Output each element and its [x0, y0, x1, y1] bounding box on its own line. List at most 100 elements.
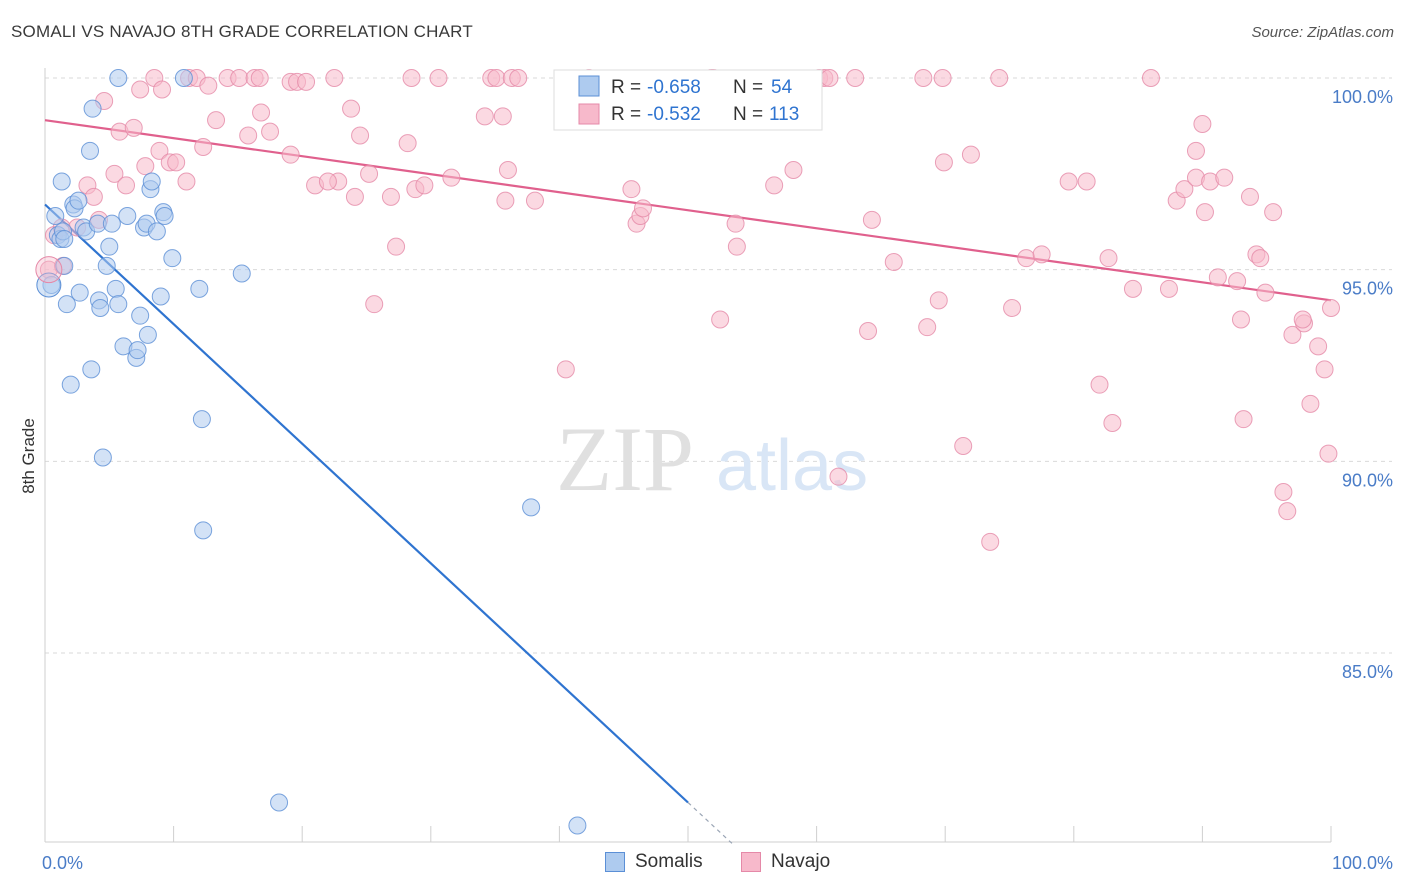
point-somalis: [109, 295, 128, 314]
point-somalis: [109, 69, 128, 87]
point-navajo: [929, 291, 948, 310]
point-navajo: [914, 69, 933, 87]
trend-line-somalis: [44, 203, 689, 804]
point-navajo: [398, 134, 417, 153]
x-tick-label-min: 0.0%: [42, 853, 83, 873]
point-navajo: [131, 80, 150, 99]
point-somalis: [70, 283, 89, 302]
point-navajo: [1319, 444, 1338, 463]
point-navajo: [1175, 180, 1194, 199]
watermark: ZIP atlas: [556, 408, 868, 510]
point-navajo: [1090, 375, 1109, 394]
point-somalis: [97, 256, 116, 275]
legend-r-label-navajo: R =: [611, 104, 641, 125]
point-navajo: [261, 122, 280, 141]
point-navajo: [167, 153, 186, 172]
point-navajo: [1322, 299, 1340, 317]
point-navajo: [117, 176, 136, 195]
watermark-zip: ZIP: [556, 408, 694, 510]
point-navajo: [496, 191, 515, 210]
legend-n-label-navajo: N =: [733, 104, 763, 125]
point-somalis: [69, 191, 88, 210]
point-navajo: [297, 72, 316, 91]
point-navajo: [765, 176, 784, 195]
point-navajo: [281, 145, 300, 164]
legend-r-label-somalis: R =: [611, 77, 641, 98]
point-navajo: [252, 103, 271, 122]
point-somalis: [138, 325, 157, 344]
point-navajo: [150, 141, 169, 160]
point-navajo: [194, 138, 213, 156]
point-navajo: [1274, 483, 1293, 501]
point-navajo: [124, 118, 143, 137]
point-navajo: [429, 69, 448, 87]
point-navajo: [1228, 272, 1247, 291]
point-somalis: [190, 279, 209, 298]
legend-swatch-somalis: [578, 75, 600, 97]
point-somalis: [61, 375, 80, 394]
point-navajo: [727, 237, 746, 256]
point-navajo: [250, 69, 269, 87]
point-somalis: [192, 410, 211, 429]
point-somalis: [194, 521, 213, 540]
point-navajo: [402, 69, 421, 87]
chart-title: SOMALI VS NAVAJO 8TH GRADE CORRELATION C…: [11, 22, 473, 41]
legend-swatch-navajo: [578, 103, 600, 125]
point-navajo: [820, 69, 839, 87]
point-somalis: [174, 69, 193, 87]
legend-swatch-somalis: [605, 852, 625, 872]
point-navajo: [954, 437, 973, 455]
point-navajo: [1283, 325, 1302, 344]
point-navajo: [442, 168, 461, 187]
point-navajo: [1315, 360, 1334, 379]
legend-n-label-somalis: N =: [733, 77, 763, 98]
point-navajo: [1309, 337, 1328, 356]
gridlines: [45, 77, 1392, 654]
legend-item-somalis[interactable]: Somalis: [605, 851, 703, 873]
y-tick-label: 85.0%: [1342, 662, 1393, 682]
point-navajo: [846, 69, 865, 87]
point-navajo: [884, 253, 903, 271]
point-navajo: [153, 80, 172, 99]
point-navajo: [961, 145, 980, 164]
point-somalis: [36, 272, 62, 298]
point-somalis: [163, 249, 182, 268]
legend-swatch-navajo: [741, 852, 761, 872]
point-navajo: [1059, 172, 1078, 191]
point-navajo: [990, 69, 1009, 87]
point-navajo: [199, 76, 218, 95]
point-navajo: [230, 69, 249, 87]
point-navajo: [177, 172, 196, 191]
point-navajo: [726, 214, 745, 233]
point-navajo: [1208, 268, 1227, 287]
point-somalis: [131, 306, 150, 325]
point-somalis: [81, 141, 100, 160]
point-somalis: [568, 816, 587, 835]
point-navajo: [475, 107, 494, 126]
point-somalis: [91, 299, 110, 317]
legend-n-value-navajo: 113: [769, 104, 799, 125]
point-navajo: [933, 69, 952, 87]
legend-item-navajo[interactable]: Navajo: [741, 851, 830, 873]
point-navajo: [1003, 299, 1022, 317]
point-navajo: [1032, 245, 1051, 264]
point-navajo: [1186, 141, 1205, 160]
point-somalis: [52, 172, 71, 191]
point-somalis: [151, 287, 170, 306]
point-navajo: [1123, 279, 1142, 298]
point-navajo: [487, 69, 506, 87]
source-label: Source: ZipAtlas.com: [1251, 24, 1394, 41]
point-navajo: [1256, 283, 1275, 302]
point-navajo: [136, 157, 155, 176]
point-navajo: [1278, 502, 1297, 521]
point-navajo: [918, 318, 937, 337]
point-navajo: [859, 322, 878, 340]
point-navajo: [1293, 310, 1312, 329]
point-navajo: [711, 310, 730, 329]
point-navajo: [1159, 279, 1178, 298]
point-navajo: [35, 256, 63, 284]
legend-label-somalis: Somalis: [635, 851, 703, 872]
y-tick-label: 100.0%: [1332, 87, 1393, 107]
point-somalis: [46, 207, 65, 225]
y-axis-label: 8th Grade: [19, 418, 38, 494]
